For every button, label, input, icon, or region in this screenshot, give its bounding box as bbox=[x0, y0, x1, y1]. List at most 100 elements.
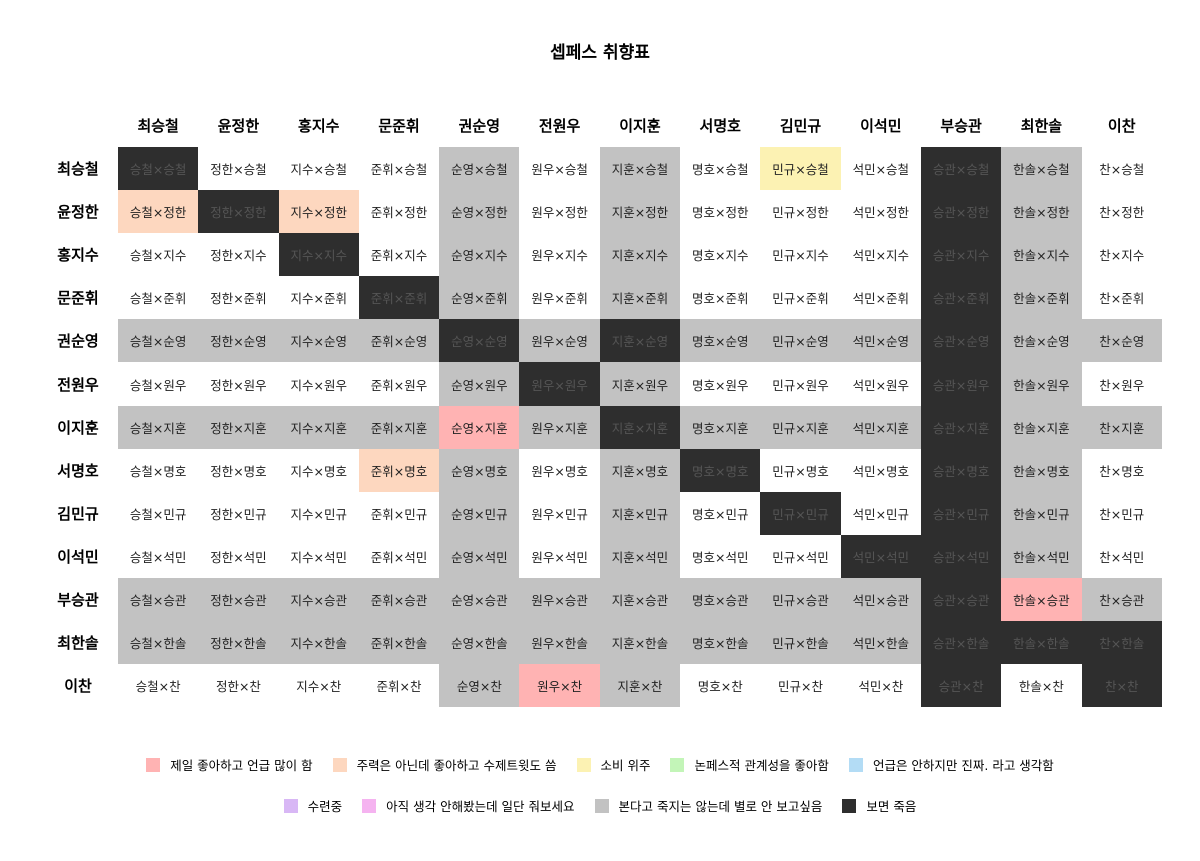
pairing-cell: 민규×승철 bbox=[760, 147, 841, 191]
pairing-cell: 지수×승철 bbox=[278, 147, 359, 191]
row-header: 최승철 bbox=[57, 160, 99, 179]
pairing-cell: 지훈×민규 bbox=[599, 491, 681, 535]
pairing-cell: 지훈×명호 bbox=[599, 448, 681, 492]
pairing-cell: 정한×원우 bbox=[198, 362, 279, 406]
row-header: 이지훈 bbox=[57, 418, 99, 437]
pairing-cell: 지수×원우 bbox=[278, 362, 359, 406]
column-header: 전원우 bbox=[538, 117, 581, 135]
pairing-cell: 석민×민규 bbox=[840, 491, 921, 535]
pairing-cell: 순영×정한 bbox=[439, 190, 520, 234]
pairing-cell: 승관×명호 bbox=[920, 448, 1002, 492]
pairing-cell: 승철×지훈 bbox=[118, 405, 199, 449]
pairing-cell: 석민×지수 bbox=[840, 233, 921, 277]
pairing-cell: 석민×지훈 bbox=[840, 405, 921, 449]
pairing-cell: 승철×민규 bbox=[118, 491, 199, 535]
pairing-cell: 한솔×지수 bbox=[1001, 233, 1082, 277]
pairing-cell: 정한×승관 bbox=[198, 577, 279, 622]
pairing-cell: 한솔×한솔 bbox=[1001, 621, 1082, 665]
column-header: 부승관 bbox=[940, 117, 982, 135]
pairing-cell: 정한×순영 bbox=[198, 319, 279, 363]
pairing-cell: 한솔×석민 bbox=[1001, 534, 1082, 578]
pairing-cell: 지수×한솔 bbox=[278, 621, 359, 665]
column-header: 서명호 bbox=[699, 117, 741, 135]
pairing-cell: 준휘×명호 bbox=[358, 448, 440, 492]
pairing-cell: 지훈×한솔 bbox=[599, 621, 681, 665]
pairing-cell: 승철×승철 bbox=[118, 147, 199, 191]
legend-swatch bbox=[283, 798, 298, 813]
pairing-cell: 민규×원우 bbox=[760, 362, 841, 406]
legend-label: 보면 죽음 bbox=[866, 799, 917, 814]
legend-item: 제일 좋아하고 언급 많이 함 bbox=[146, 755, 313, 774]
legend-label: 제일 좋아하고 언급 많이 함 bbox=[170, 758, 313, 773]
pairing-cell: 승철×준휘 bbox=[118, 276, 199, 320]
row-header: 부승관 bbox=[57, 590, 99, 609]
pairing-cell: 석민×순영 bbox=[840, 319, 921, 363]
pairing-cell: 순영×순영 bbox=[439, 319, 520, 363]
pairing-cell: 한솔×명호 bbox=[1001, 448, 1082, 492]
pairing-cell: 한솔×지훈 bbox=[1001, 405, 1082, 449]
pairing-cell: 민규×찬 bbox=[760, 664, 841, 708]
legend-row-1: 제일 좋아하고 언급 많이 함 주력은 아닌데 좋아하고 수제트윗도 씀 소비 위주… bbox=[0, 755, 1200, 774]
row-header: 서명호 bbox=[57, 461, 99, 480]
pairing-cell: 준휘×지훈 bbox=[358, 405, 440, 449]
legend-label: 논페스적 관계성을 좋아함 bbox=[694, 758, 829, 773]
pairing-cell: 준휘×찬 bbox=[358, 664, 440, 708]
pairing-cell: 원우×한솔 bbox=[519, 621, 600, 665]
pairing-cell: 찬×승철 bbox=[1081, 147, 1162, 191]
pairing-cell: 민규×한솔 bbox=[760, 621, 841, 665]
pairing-cell: 지훈×정한 bbox=[599, 190, 681, 234]
pairing-cell: 승관×찬 bbox=[920, 664, 1002, 708]
pairing-cell: 승관×지수 bbox=[920, 233, 1002, 277]
legend-row-2: 수련중 아직 생각 안해봤는데 일단 줘보세요 본다고 죽지는 않는데 별로 안 보… bbox=[0, 796, 1200, 815]
legend-swatch bbox=[670, 757, 685, 772]
pairing-cell: 준휘×승철 bbox=[358, 147, 440, 191]
pairing-cell: 원우×지훈 bbox=[519, 405, 600, 449]
pairing-cell: 명호×승철 bbox=[680, 147, 761, 191]
legend-swatch bbox=[146, 757, 161, 772]
pairing-cell: 원우×지수 bbox=[519, 233, 600, 277]
pairing-cell: 준휘×석민 bbox=[358, 534, 440, 578]
pairing-cell: 지수×명호 bbox=[278, 448, 359, 492]
pairing-cell: 민규×민규 bbox=[760, 491, 841, 535]
legend-swatch bbox=[576, 757, 591, 772]
pairing-cell: 명호×승관 bbox=[680, 577, 761, 622]
legend-label: 주력은 아닌데 좋아하고 수제트윗도 씀 bbox=[356, 758, 557, 773]
pairing-cell: 승관×준휘 bbox=[920, 276, 1002, 320]
pairing-cell: 준휘×한솔 bbox=[358, 621, 440, 665]
pairing-cell: 준휘×원우 bbox=[358, 362, 440, 406]
pairing-cell: 원우×명호 bbox=[519, 448, 600, 492]
pairing-cell: 명호×정한 bbox=[680, 190, 761, 234]
pairing-cell: 승철×순영 bbox=[118, 319, 199, 363]
pairing-cell: 원우×정한 bbox=[519, 190, 600, 234]
pairing-cell: 명호×명호 bbox=[680, 448, 761, 492]
pairing-cell: 준휘×승관 bbox=[358, 577, 440, 622]
pairing-cell: 찬×정한 bbox=[1081, 190, 1162, 234]
pairing-cell: 승철×한솔 bbox=[118, 621, 199, 665]
pairing-cell: 찬×민규 bbox=[1081, 491, 1162, 535]
pairing-cell: 순영×원우 bbox=[439, 362, 520, 406]
pairing-cell: 명호×원우 bbox=[680, 362, 761, 406]
pairing-cell: 지수×지훈 bbox=[278, 405, 359, 449]
column-header: 최승철 bbox=[137, 117, 179, 135]
legend-item: 주력은 아닌데 좋아하고 수제트윗도 씀 bbox=[332, 755, 557, 774]
pairing-cell: 정한×명호 bbox=[198, 448, 279, 492]
pairing-cell: 승관×석민 bbox=[920, 534, 1002, 578]
row-header: 권순영 bbox=[57, 332, 99, 351]
pairing-cell: 원우×찬 bbox=[519, 664, 600, 708]
pairing-cell: 민규×순영 bbox=[760, 319, 841, 363]
row-header: 이찬 bbox=[64, 677, 92, 696]
pairing-cell: 승관×민규 bbox=[920, 491, 1002, 535]
pairing-cell: 원우×민규 bbox=[519, 491, 600, 535]
pairing-cell: 민규×준휘 bbox=[760, 276, 841, 320]
pairing-cell: 한솔×승관 bbox=[1001, 577, 1082, 622]
pairing-cell: 한솔×승철 bbox=[1001, 147, 1082, 191]
column-header: 문준휘 bbox=[378, 117, 420, 135]
pairing-cell: 승관×승관 bbox=[920, 577, 1002, 622]
row-header: 이석민 bbox=[57, 547, 99, 566]
pairing-cell: 준휘×정한 bbox=[358, 190, 440, 234]
pairing-cell: 찬×한솔 bbox=[1081, 621, 1162, 665]
pairing-cell: 석민×찬 bbox=[840, 664, 921, 708]
pairing-cell: 정한×정한 bbox=[198, 190, 279, 234]
pairing-cell: 승철×지수 bbox=[118, 233, 199, 277]
pairing-cell: 지수×준휘 bbox=[278, 276, 359, 320]
